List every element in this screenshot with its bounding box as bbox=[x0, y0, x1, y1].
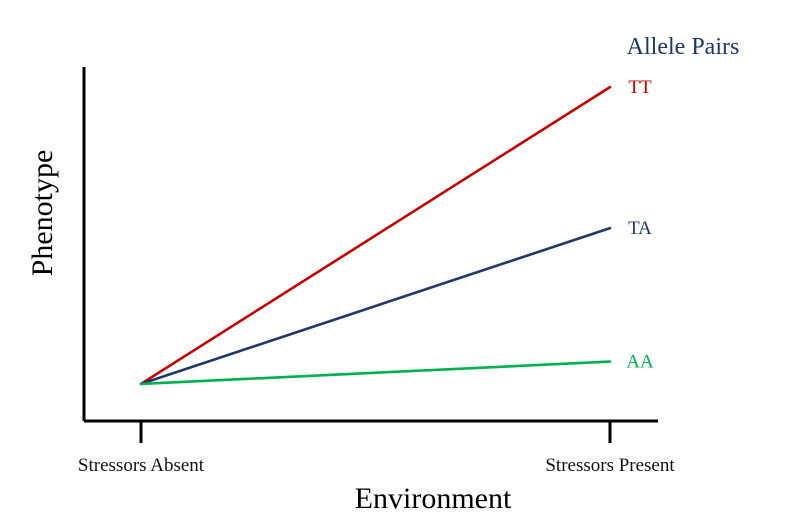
x-ticks: Stressors Absent Stressors Present bbox=[78, 421, 675, 476]
axes bbox=[82, 67, 658, 423]
series-line-tt bbox=[139, 85, 612, 386]
x-tick-label: Stressors Present bbox=[545, 455, 675, 476]
series-line-ta bbox=[139, 226, 612, 386]
x-axis-title: Environment bbox=[355, 482, 512, 515]
series-label-ta: TA bbox=[628, 218, 652, 239]
y-axis-title: Phenotype bbox=[26, 150, 59, 277]
series-label-tt: TT bbox=[628, 77, 652, 98]
series-line-aa bbox=[139, 360, 612, 386]
legend-title: Allele Pairs bbox=[627, 34, 740, 60]
series-lines bbox=[139, 85, 612, 386]
series-labels: TT TA AA bbox=[626, 77, 654, 373]
x-tick-label: Stressors Absent bbox=[78, 455, 205, 476]
series-label-aa: AA bbox=[626, 352, 654, 373]
